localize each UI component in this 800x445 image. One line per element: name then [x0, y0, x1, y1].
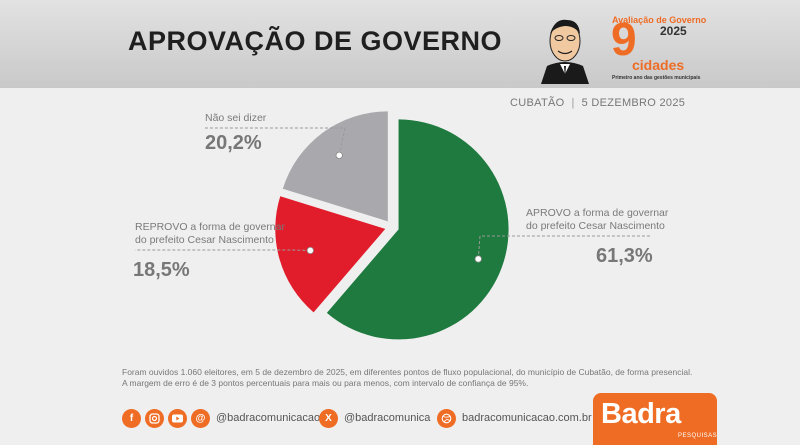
brand-year: 2025 — [660, 24, 687, 38]
x-icon[interactable]: X — [319, 408, 338, 428]
pct-naosei: 20,2% — [205, 132, 262, 154]
city-label: CUBATÃO — [510, 97, 565, 109]
pie-slice-reprovo — [275, 196, 386, 313]
label-aprovo: APROVO a forma de governar do prefeito C… — [526, 207, 669, 233]
social-main: f @ @badracomunicacao — [122, 407, 320, 429]
footnote-line2: A margem de erro é de 3 pontos percentua… — [122, 378, 529, 388]
badra-logo-sub: PESQUISAS — [678, 433, 718, 439]
date-label: 5 DEZEMBRO 2025 — [581, 97, 686, 109]
x-handle[interactable]: @badracomunica — [344, 412, 431, 424]
leader-dot-reprovo — [306, 246, 314, 255]
pct-reprovo: 18,5% — [133, 259, 190, 281]
label-naosei: Não sei dizer — [205, 112, 266, 125]
location-date: CUBATÃO | 5 DEZEMBRO 2025 — [510, 97, 685, 109]
label-aprovo-line1: APROVO a forma de governar — [526, 207, 669, 219]
page-title: APROVAÇÃO DE GOVERNO — [128, 26, 503, 56]
social-web: badracomunicacao.com.br — [437, 407, 592, 429]
pie-slice-naosei — [282, 111, 388, 222]
label-reprovo-line2: do prefeito Cesar Nascimento — [135, 234, 274, 246]
brand-cidades: cidades — [632, 57, 685, 73]
leader-dot-aprovo — [474, 255, 482, 263]
separator: | — [571, 97, 575, 109]
label-aprovo-line2: do prefeito Cesar Nascimento — [526, 220, 665, 232]
badra-logo-text: Badra — [601, 398, 681, 430]
facebook-icon[interactable]: f — [122, 408, 141, 428]
instagram-icon[interactable] — [145, 408, 164, 428]
leader-line-naosei — [205, 127, 346, 156]
label-reprovo-line1: REPROVO a forma de governar — [135, 221, 285, 233]
pct-aprovo: 61,3% — [596, 245, 653, 267]
brand-tagline: Primeiro ano das gestões municipais — [612, 75, 701, 81]
leader-dot-naosei — [335, 151, 343, 159]
caricature-illustration — [541, 19, 589, 84]
social-x: X @badracomunica — [319, 407, 430, 429]
footnote: Foram ouvidos 1.060 eleitores, em 5 de d… — [122, 367, 692, 389]
header-bar — [0, 0, 800, 88]
badra-logo — [593, 393, 717, 445]
brand-nine: 9 — [611, 13, 637, 65]
instagram-handle[interactable]: @badracomunicacao — [216, 412, 321, 424]
brand-label: Avaliação de Governo — [612, 15, 707, 25]
threads-icon[interactable]: @ — [191, 408, 210, 428]
label-reprovo: REPROVO a forma de governar do prefeito … — [135, 221, 285, 247]
footnote-line1: Foram ouvidos 1.060 eleitores, em 5 de d… — [122, 367, 693, 377]
dribbble-icon[interactable] — [437, 408, 456, 428]
leader-line-aprovo — [477, 235, 650, 260]
label-naosei-line: Não sei dizer — [205, 112, 267, 124]
pie-chart — [135, 111, 650, 340]
youtube-icon[interactable] — [168, 408, 187, 428]
pie-slice-aprovo — [326, 119, 509, 340]
website-link[interactable]: badracomunicacao.com.br — [462, 412, 592, 424]
